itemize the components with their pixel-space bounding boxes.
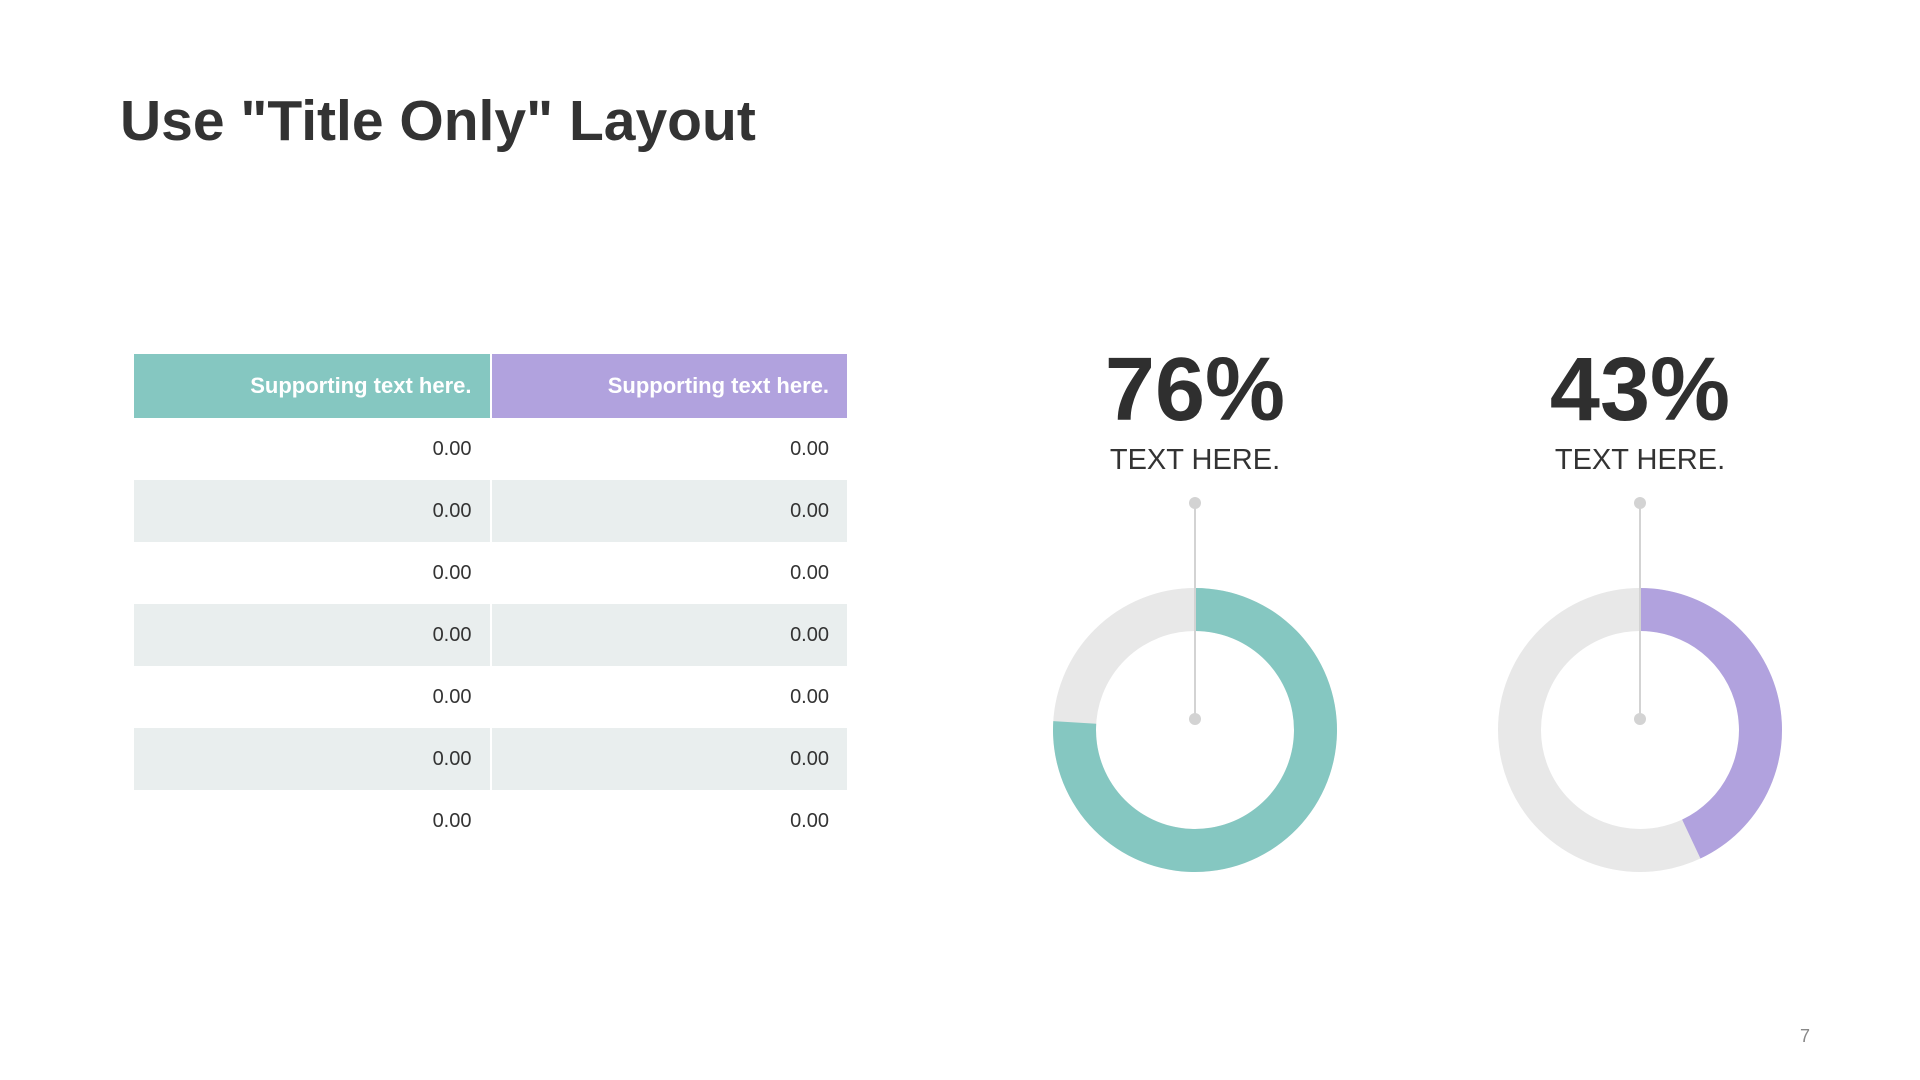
- donut-chart: [1498, 497, 1782, 872]
- table-header-cell: Supporting text here.: [134, 354, 492, 418]
- donut-value-segment: [1053, 588, 1337, 872]
- table-cell: 0.00: [490, 728, 847, 790]
- table-cell: 0.00: [790, 809, 829, 832]
- table-row: 0.00 0.00: [134, 666, 847, 728]
- table-row: 0.00 0.00: [134, 418, 847, 480]
- donut-chart: [1053, 497, 1337, 872]
- table-cell: 0.00: [134, 480, 492, 542]
- pin-dot-center: [1189, 713, 1201, 725]
- table-header-row: Supporting text here. Supporting text he…: [134, 354, 847, 418]
- table-row: 0.00 0.00: [134, 604, 847, 666]
- table-cell: 0.00: [790, 561, 829, 584]
- table-row: 0.00 0.00: [134, 480, 847, 542]
- table-row: 0.00 0.00: [134, 790, 847, 852]
- pin-dot-top: [1189, 497, 1201, 509]
- table-row: 0.00 0.00: [134, 542, 847, 604]
- donut-value-segment: [1640, 588, 1782, 859]
- table-cell: 0.00: [134, 604, 492, 666]
- table-header-cell: Supporting text here.: [490, 354, 847, 418]
- table-cell: 0.00: [790, 685, 829, 708]
- percent-value: 43%: [1549, 340, 1731, 440]
- table-cell: 0.00: [134, 790, 492, 852]
- table-cell: 0.00: [490, 480, 847, 542]
- slide-title: Use "Title Only" Layout: [120, 89, 756, 153]
- table-cell: 0.00: [490, 604, 847, 666]
- table-cell: 0.00: [134, 418, 492, 480]
- page-number: 7: [1800, 1026, 1811, 1046]
- table-cell: 0.00: [134, 542, 492, 604]
- pin-dot-center: [1634, 713, 1646, 725]
- donut-caption: TEXT HERE.: [1554, 444, 1726, 476]
- donut-caption: TEXT HERE.: [1109, 444, 1281, 476]
- donut-chart-block: 43% TEXT HERE.: [1490, 340, 1790, 880]
- pin-dot-top: [1634, 497, 1646, 509]
- table-row: 0.00 0.00: [134, 728, 847, 790]
- donut-chart-block: 76% TEXT HERE.: [1045, 340, 1345, 880]
- table-cell: 0.00: [134, 728, 492, 790]
- data-table: Supporting text here. Supporting text he…: [134, 354, 847, 852]
- table-cell: 0.00: [790, 437, 829, 460]
- table-cell: 0.00: [134, 666, 492, 728]
- percent-value: 76%: [1104, 340, 1286, 440]
